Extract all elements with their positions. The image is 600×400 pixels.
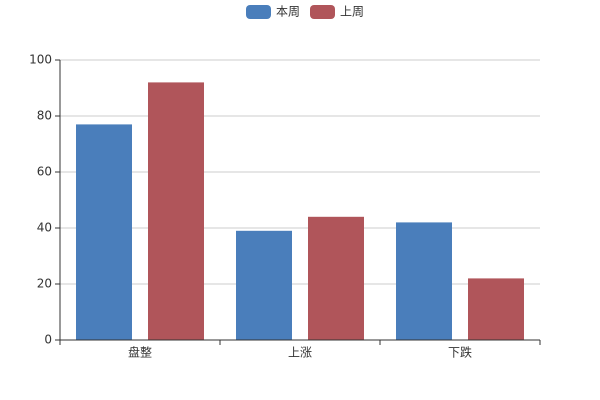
bar [76,124,132,341]
y-tick-label: 100 [29,53,52,67]
legend-label: 上周 [340,5,364,19]
y-tick-label: 20 [37,277,52,291]
y-tick-label: 80 [37,109,52,123]
x-tick-label: 下跌 [448,345,472,360]
y-tick-label: 60 [37,165,52,179]
bar [468,278,524,340]
legend-swatch [310,5,335,19]
y-tick-label: 0 [44,333,52,347]
x-tick-label: 上涨 [288,345,312,360]
bar [236,230,292,340]
bar [308,216,364,340]
y-tick-label: 40 [37,221,52,235]
bar [396,222,452,340]
bar [148,82,204,341]
legend-swatch [246,5,271,19]
legend-label: 本周 [276,5,300,19]
x-tick-label: 盘整 [128,345,152,360]
